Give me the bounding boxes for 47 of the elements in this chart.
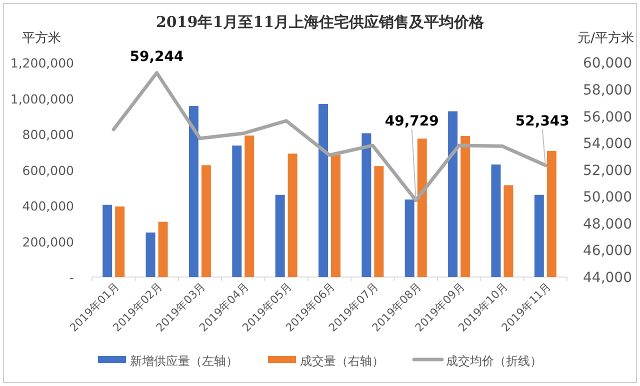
data-label: 59,244 — [130, 48, 184, 65]
bar — [362, 133, 372, 277]
bar — [491, 164, 501, 277]
bar — [158, 222, 168, 277]
y2-tick-label: 56,000 — [583, 109, 632, 126]
chart-title: 2019年1月至11月上海住宅供应销售及平均价格 — [156, 13, 486, 31]
y-tick-label: 1,000,000 — [10, 91, 74, 106]
bar — [331, 154, 340, 277]
bar — [232, 146, 242, 277]
legend-label: 新增供应量（左轴） — [130, 354, 238, 368]
y-tick-label: 400,000 — [22, 198, 74, 214]
bar — [115, 206, 125, 277]
bar — [404, 199, 414, 277]
y2-tick-label: 48,000 — [583, 216, 632, 232]
y-axis-title: 平方米 — [22, 30, 61, 46]
y2-tick-label: 54,000 — [583, 136, 632, 152]
data-label: 52,343 — [515, 113, 570, 130]
y2-tick-label: 60,000 — [583, 56, 632, 72]
bar — [318, 104, 328, 277]
y-tick-label: - — [69, 270, 74, 285]
y2-axis-title: 元/平方米 — [578, 30, 634, 46]
y2-tick-label: 50,000 — [583, 190, 632, 206]
y-tick-label: 800,000 — [22, 127, 74, 142]
y-tick-label: 600,000 — [22, 162, 74, 178]
y-tick-label: 200,000 — [22, 234, 74, 250]
bar — [244, 136, 254, 277]
bar — [102, 204, 112, 277]
bar — [275, 194, 285, 277]
y2-tick-label: 58,000 — [583, 82, 632, 98]
y-tick-label: 1,200,000 — [10, 56, 74, 71]
y2-tick-label: 46,000 — [583, 243, 632, 260]
bar — [201, 165, 211, 277]
legend-label: 成交量（右轴） — [300, 354, 384, 368]
bar — [374, 166, 384, 277]
bar — [146, 232, 156, 277]
bar — [504, 185, 514, 277]
bar — [288, 154, 298, 277]
bar — [417, 138, 427, 277]
legend-label: 成交均价（折线） — [446, 354, 542, 368]
bar — [188, 106, 198, 277]
y2-tick-label: 44,000 — [583, 270, 632, 286]
data-label: 49,729 — [384, 113, 439, 130]
y2-tick-label: 52,000 — [583, 162, 632, 179]
bar — [460, 136, 470, 277]
bar — [546, 150, 556, 277]
bar — [534, 194, 544, 277]
bar — [448, 111, 458, 277]
